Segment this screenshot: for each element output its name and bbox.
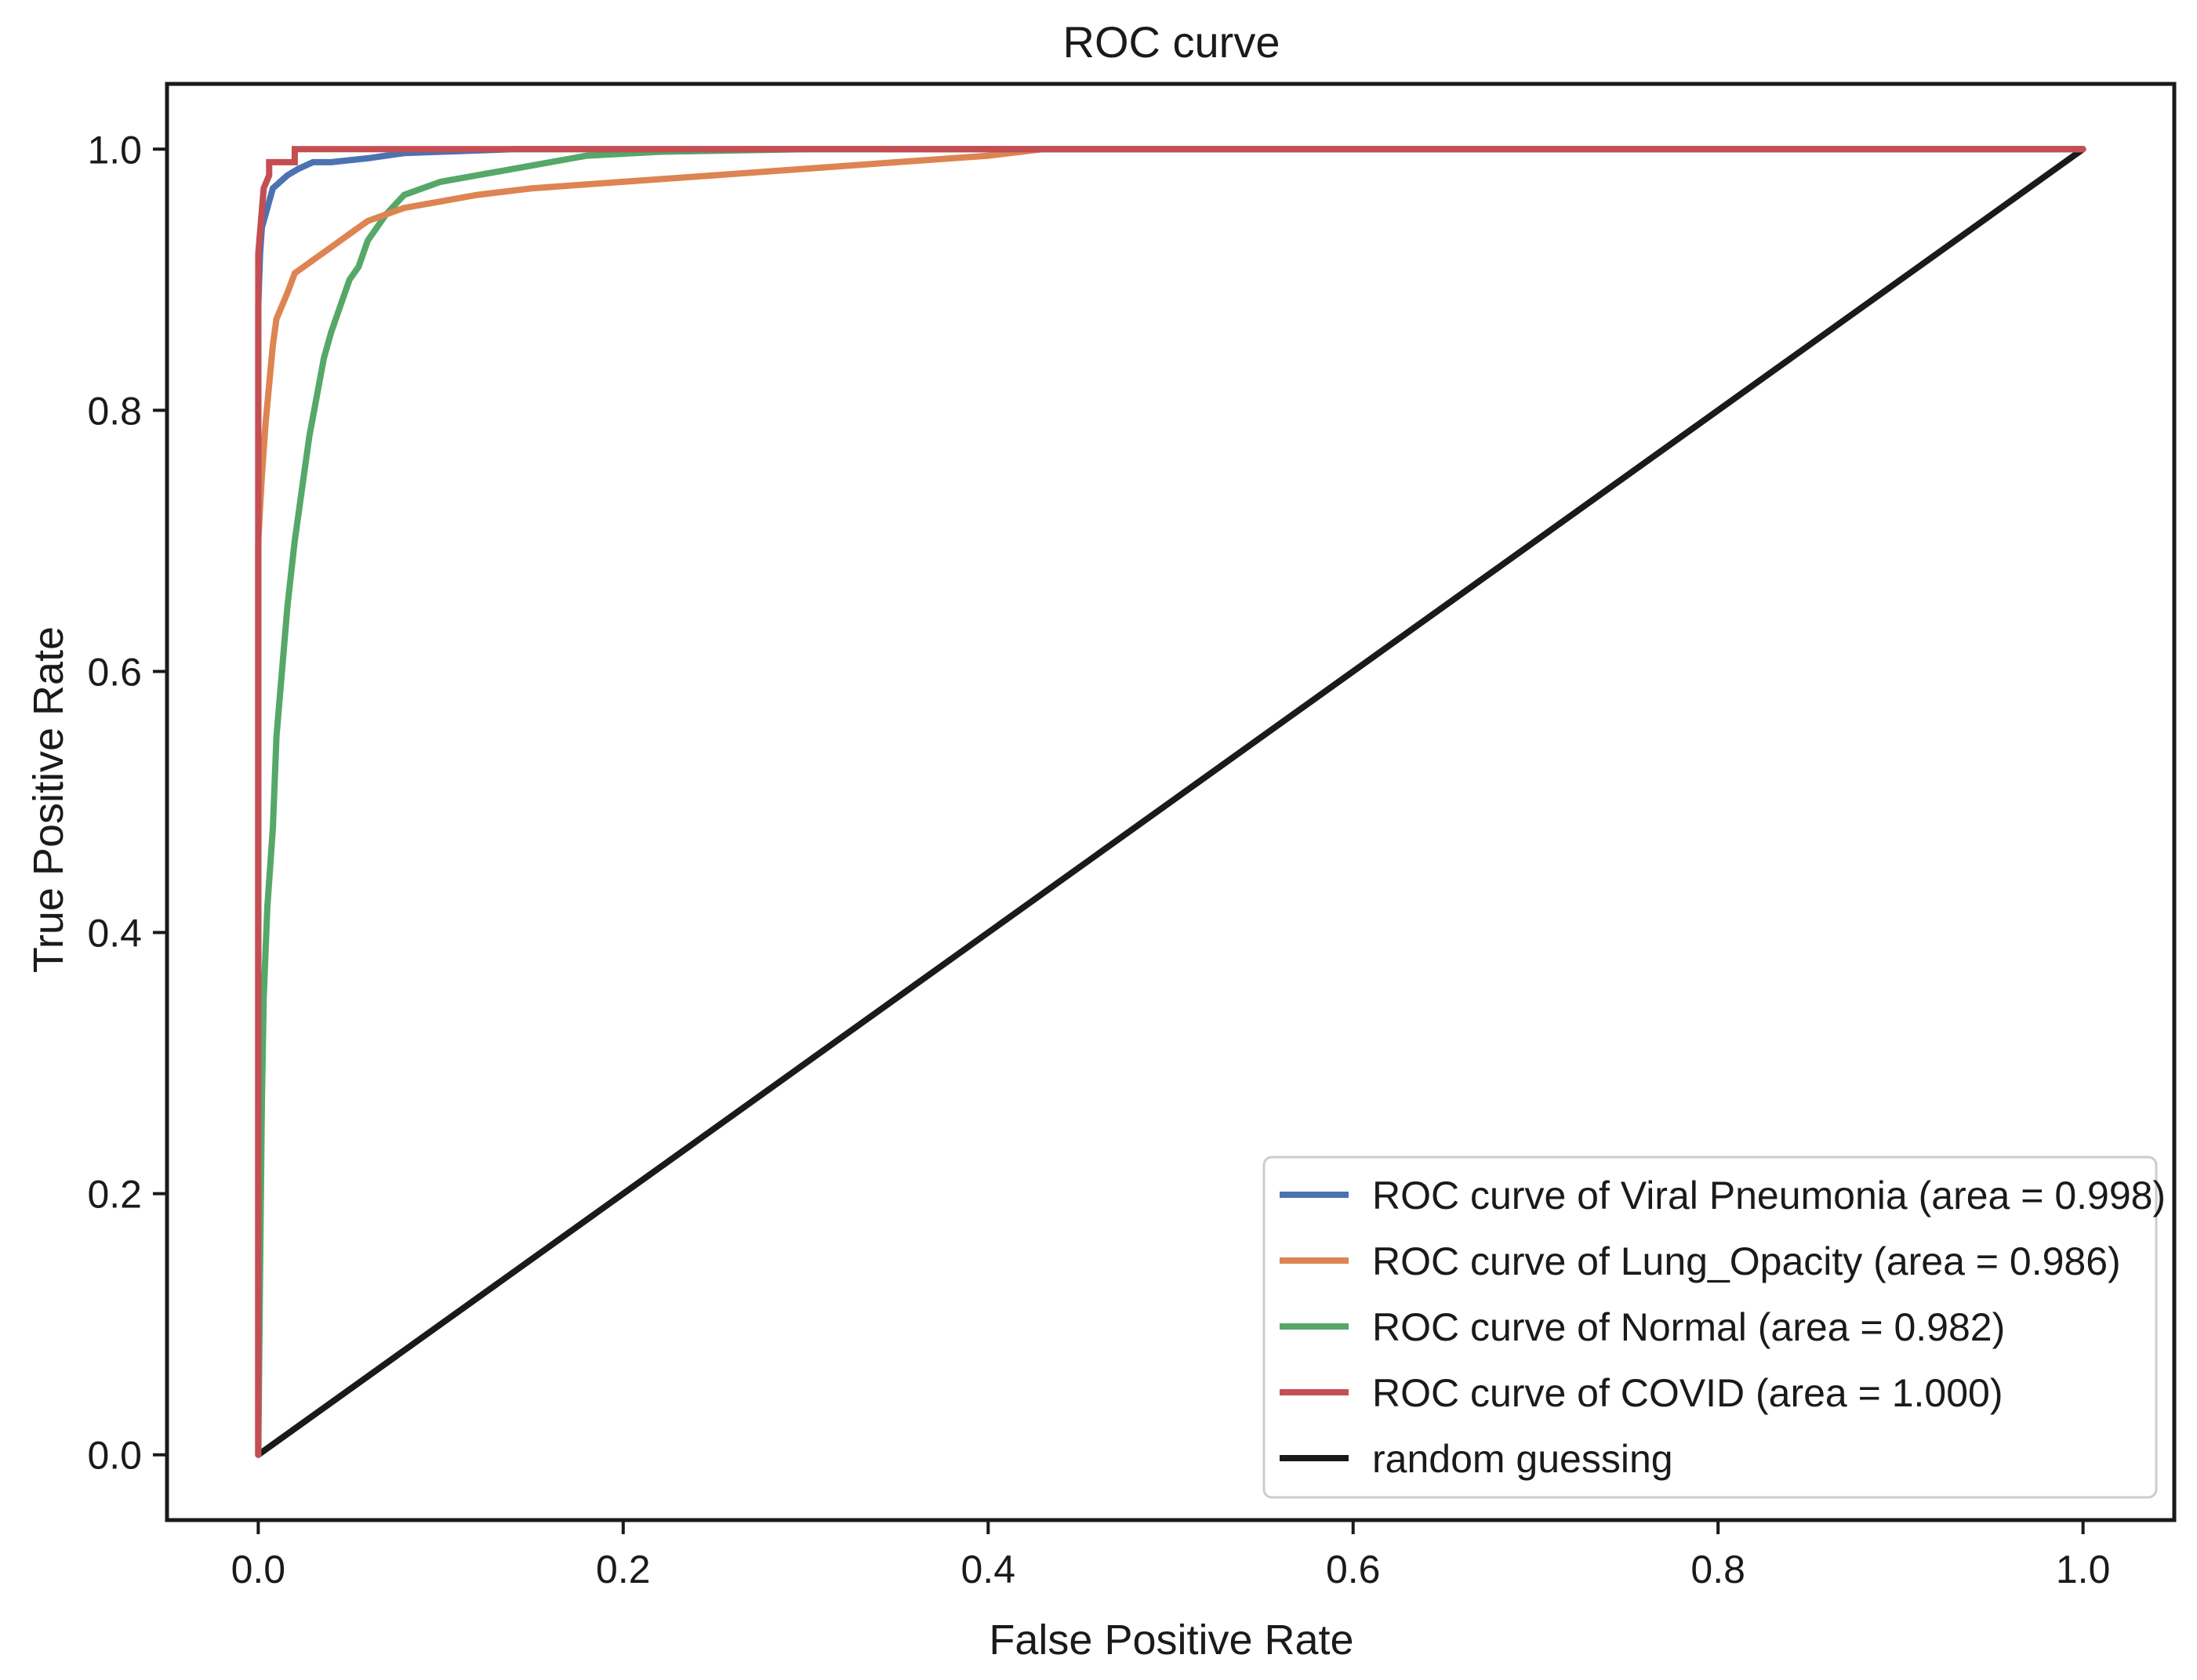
y-tick-label: 0.8 [87,389,142,433]
series-line-roc-curve-of-covid [255,146,2086,1458]
legend-label-random-guessing: random guessing [1372,1437,1673,1481]
legend-label-roc-curve-of-lung-opacity: ROC curve of Lung_Opacity (area = 0.986) [1372,1239,2121,1283]
y-tick-label: 0.2 [87,1173,142,1217]
series-line-roc-curve-of-lung-opacity [255,146,2086,1458]
curves-group [255,146,2086,1458]
x-tick-label: 0.0 [231,1548,286,1591]
plot-frame [165,82,2177,1522]
x-tick-label: 1.0 [2056,1548,2111,1591]
y-tick-label: 1.0 [87,128,142,172]
series-line-roc-curve-of-normal [255,146,2086,1458]
y-axis-ticks: 0.0 0.2 0.4 0.6 0.8 1.0 [87,128,167,1478]
legend-box [1262,1156,2158,1499]
series-line-random-guessing [255,146,2086,1458]
x-tick-label: 0.6 [1326,1548,1381,1591]
x-tick-label: 0.2 [596,1548,651,1591]
x-tick-label: 0.4 [961,1548,1016,1591]
legend-label-roc-curve-of-covid: ROC curve of COVID (area = 1.000) [1372,1371,2003,1415]
legend-label-roc-curve-of-viral-pneumonia: ROC curve of Viral Pneumonia (area = 0.9… [1372,1174,2166,1217]
y-tick-label: 0.0 [87,1434,142,1478]
y-tick-label: 0.4 [87,912,142,956]
legend: ROC curve of Viral Pneumonia (area = 0.9… [1262,1156,2166,1499]
y-axis-label: True Positive Rate [25,626,72,973]
x-axis-label: False Positive Rate [989,1617,1353,1664]
x-axis-ticks: 0.0 0.2 0.4 0.6 0.8 1.0 [231,1520,2111,1591]
y-tick-label: 0.6 [87,650,142,694]
x-tick-label: 0.8 [1690,1548,1745,1591]
chart-title: ROC curve [1063,17,1280,67]
legend-label-roc-curve-of-normal: ROC curve of Normal (area = 0.982) [1372,1305,2005,1349]
